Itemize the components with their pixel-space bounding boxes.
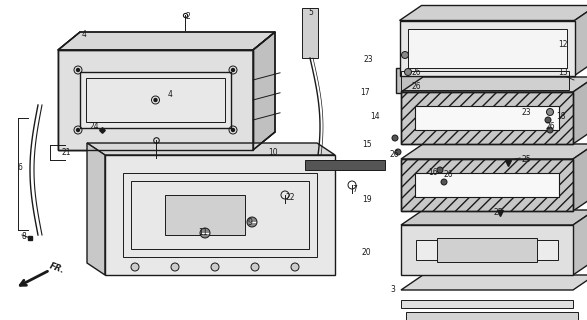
Circle shape — [154, 99, 157, 101]
Polygon shape — [401, 210, 587, 225]
Text: 13: 13 — [558, 68, 568, 77]
Text: 3: 3 — [390, 285, 395, 294]
Polygon shape — [573, 210, 587, 275]
Polygon shape — [407, 28, 566, 68]
Text: 12: 12 — [558, 40, 568, 49]
Polygon shape — [80, 72, 231, 128]
Text: 22: 22 — [285, 193, 295, 202]
Circle shape — [211, 263, 219, 271]
Text: 14: 14 — [370, 112, 380, 121]
Circle shape — [247, 217, 257, 227]
Circle shape — [402, 52, 409, 59]
Circle shape — [395, 149, 401, 155]
Text: 4: 4 — [82, 30, 87, 39]
Polygon shape — [573, 77, 587, 144]
Polygon shape — [58, 32, 275, 50]
Text: 11: 11 — [198, 228, 207, 237]
Polygon shape — [415, 173, 559, 197]
Text: 21: 21 — [62, 148, 72, 157]
Circle shape — [76, 129, 79, 132]
Text: 19: 19 — [362, 195, 372, 204]
Polygon shape — [401, 159, 573, 211]
Text: 2: 2 — [185, 12, 190, 21]
Text: 26: 26 — [412, 82, 421, 91]
Polygon shape — [401, 144, 587, 159]
Circle shape — [291, 263, 299, 271]
Polygon shape — [253, 32, 275, 150]
Text: 23: 23 — [363, 55, 373, 64]
Text: FR.: FR. — [48, 261, 66, 275]
Polygon shape — [400, 5, 587, 20]
Polygon shape — [416, 240, 558, 260]
Circle shape — [546, 108, 554, 116]
Text: 5: 5 — [308, 8, 313, 17]
Text: 17: 17 — [360, 88, 370, 97]
Circle shape — [251, 263, 259, 271]
Circle shape — [171, 263, 179, 271]
Polygon shape — [58, 50, 253, 150]
Text: 24: 24 — [90, 122, 100, 131]
Polygon shape — [165, 195, 245, 235]
Polygon shape — [575, 5, 587, 76]
Polygon shape — [415, 106, 559, 130]
Polygon shape — [401, 92, 573, 144]
Circle shape — [131, 263, 139, 271]
Circle shape — [441, 179, 447, 185]
Text: 6: 6 — [18, 163, 23, 172]
Polygon shape — [406, 312, 578, 320]
Text: 26: 26 — [390, 150, 400, 159]
Circle shape — [545, 117, 551, 123]
Polygon shape — [87, 143, 105, 275]
Polygon shape — [401, 225, 573, 275]
Text: 16: 16 — [428, 168, 438, 177]
Polygon shape — [573, 144, 587, 211]
Polygon shape — [400, 20, 575, 76]
Circle shape — [200, 228, 210, 238]
Polygon shape — [401, 275, 587, 290]
Polygon shape — [401, 300, 573, 308]
Text: 9: 9 — [248, 218, 253, 227]
Bar — [305, 160, 385, 170]
Text: 20: 20 — [362, 248, 372, 257]
Polygon shape — [437, 238, 537, 262]
Text: 18: 18 — [556, 112, 565, 121]
Circle shape — [404, 68, 411, 76]
Circle shape — [547, 127, 553, 133]
Polygon shape — [401, 77, 587, 92]
Text: 26: 26 — [444, 170, 454, 179]
Text: 26: 26 — [412, 68, 421, 77]
Circle shape — [76, 68, 79, 71]
Polygon shape — [58, 50, 253, 150]
Text: 7: 7 — [352, 185, 357, 194]
Text: 10: 10 — [268, 148, 278, 157]
Polygon shape — [396, 68, 574, 92]
Text: 4: 4 — [168, 90, 173, 99]
Circle shape — [231, 129, 234, 132]
Text: 26: 26 — [546, 122, 556, 131]
Circle shape — [392, 135, 398, 141]
Text: 15: 15 — [362, 140, 372, 149]
Polygon shape — [105, 155, 335, 275]
Text: 23: 23 — [522, 108, 532, 117]
Bar — [302, 8, 318, 58]
Polygon shape — [87, 143, 335, 155]
Circle shape — [437, 167, 443, 173]
Text: 25: 25 — [494, 208, 504, 217]
Text: 8: 8 — [22, 232, 27, 241]
Circle shape — [231, 68, 234, 71]
Text: 25: 25 — [522, 155, 532, 164]
